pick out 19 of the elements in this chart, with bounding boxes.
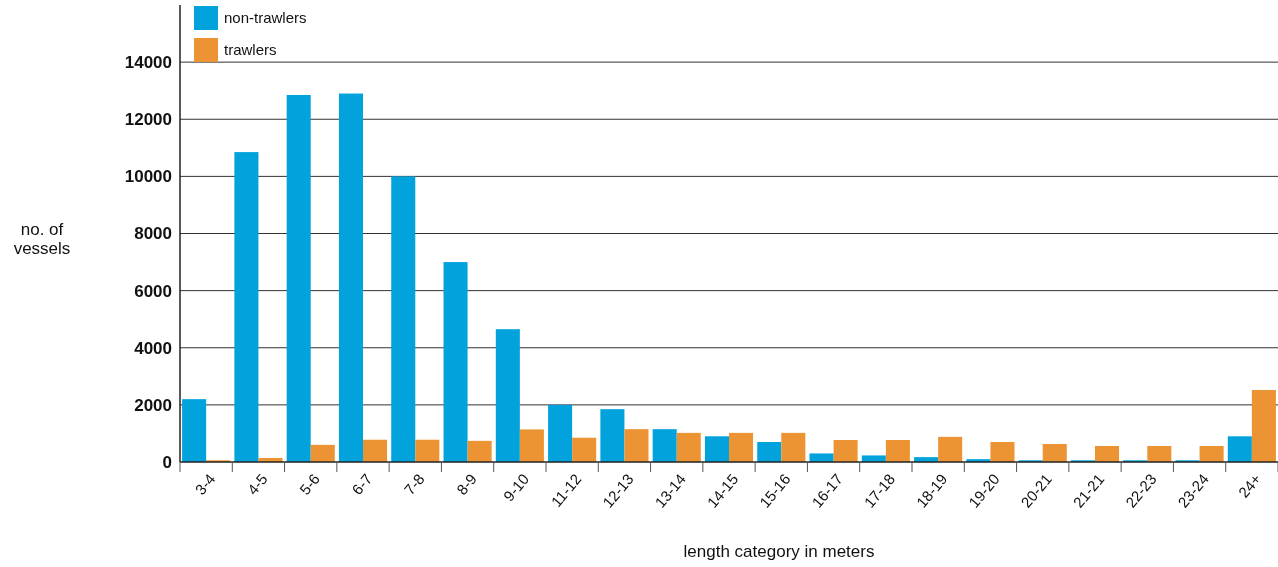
y-tick-label: 0: [162, 452, 172, 472]
y-axis-title: no. of vessels: [13, 220, 71, 258]
y-tick-label: 8000: [134, 224, 172, 244]
y-tick-label: 10000: [124, 167, 172, 187]
y-tick-label: 12000: [124, 110, 172, 130]
x-axis-title: length category in meters: [683, 542, 875, 561]
x-tick-label: 7-8: [400, 470, 428, 498]
x-tick-label: 24+: [1234, 470, 1265, 501]
x-tick-label: 6-7: [348, 470, 376, 498]
y-tick-label: 4000: [134, 338, 172, 358]
x-tick-label: 8-9: [452, 470, 480, 498]
legend-label: trawlers: [224, 41, 277, 59]
y-tick-label: 2000: [134, 395, 172, 415]
x-tick-label: 4-5: [243, 470, 271, 498]
x-tick-label: 3-4: [191, 470, 219, 498]
y-tick-label: 14000: [124, 53, 172, 73]
x-tick-label: 5-6: [296, 470, 324, 498]
y-tick-label: 6000: [134, 281, 172, 301]
legend-label: non-trawlers: [224, 9, 307, 27]
